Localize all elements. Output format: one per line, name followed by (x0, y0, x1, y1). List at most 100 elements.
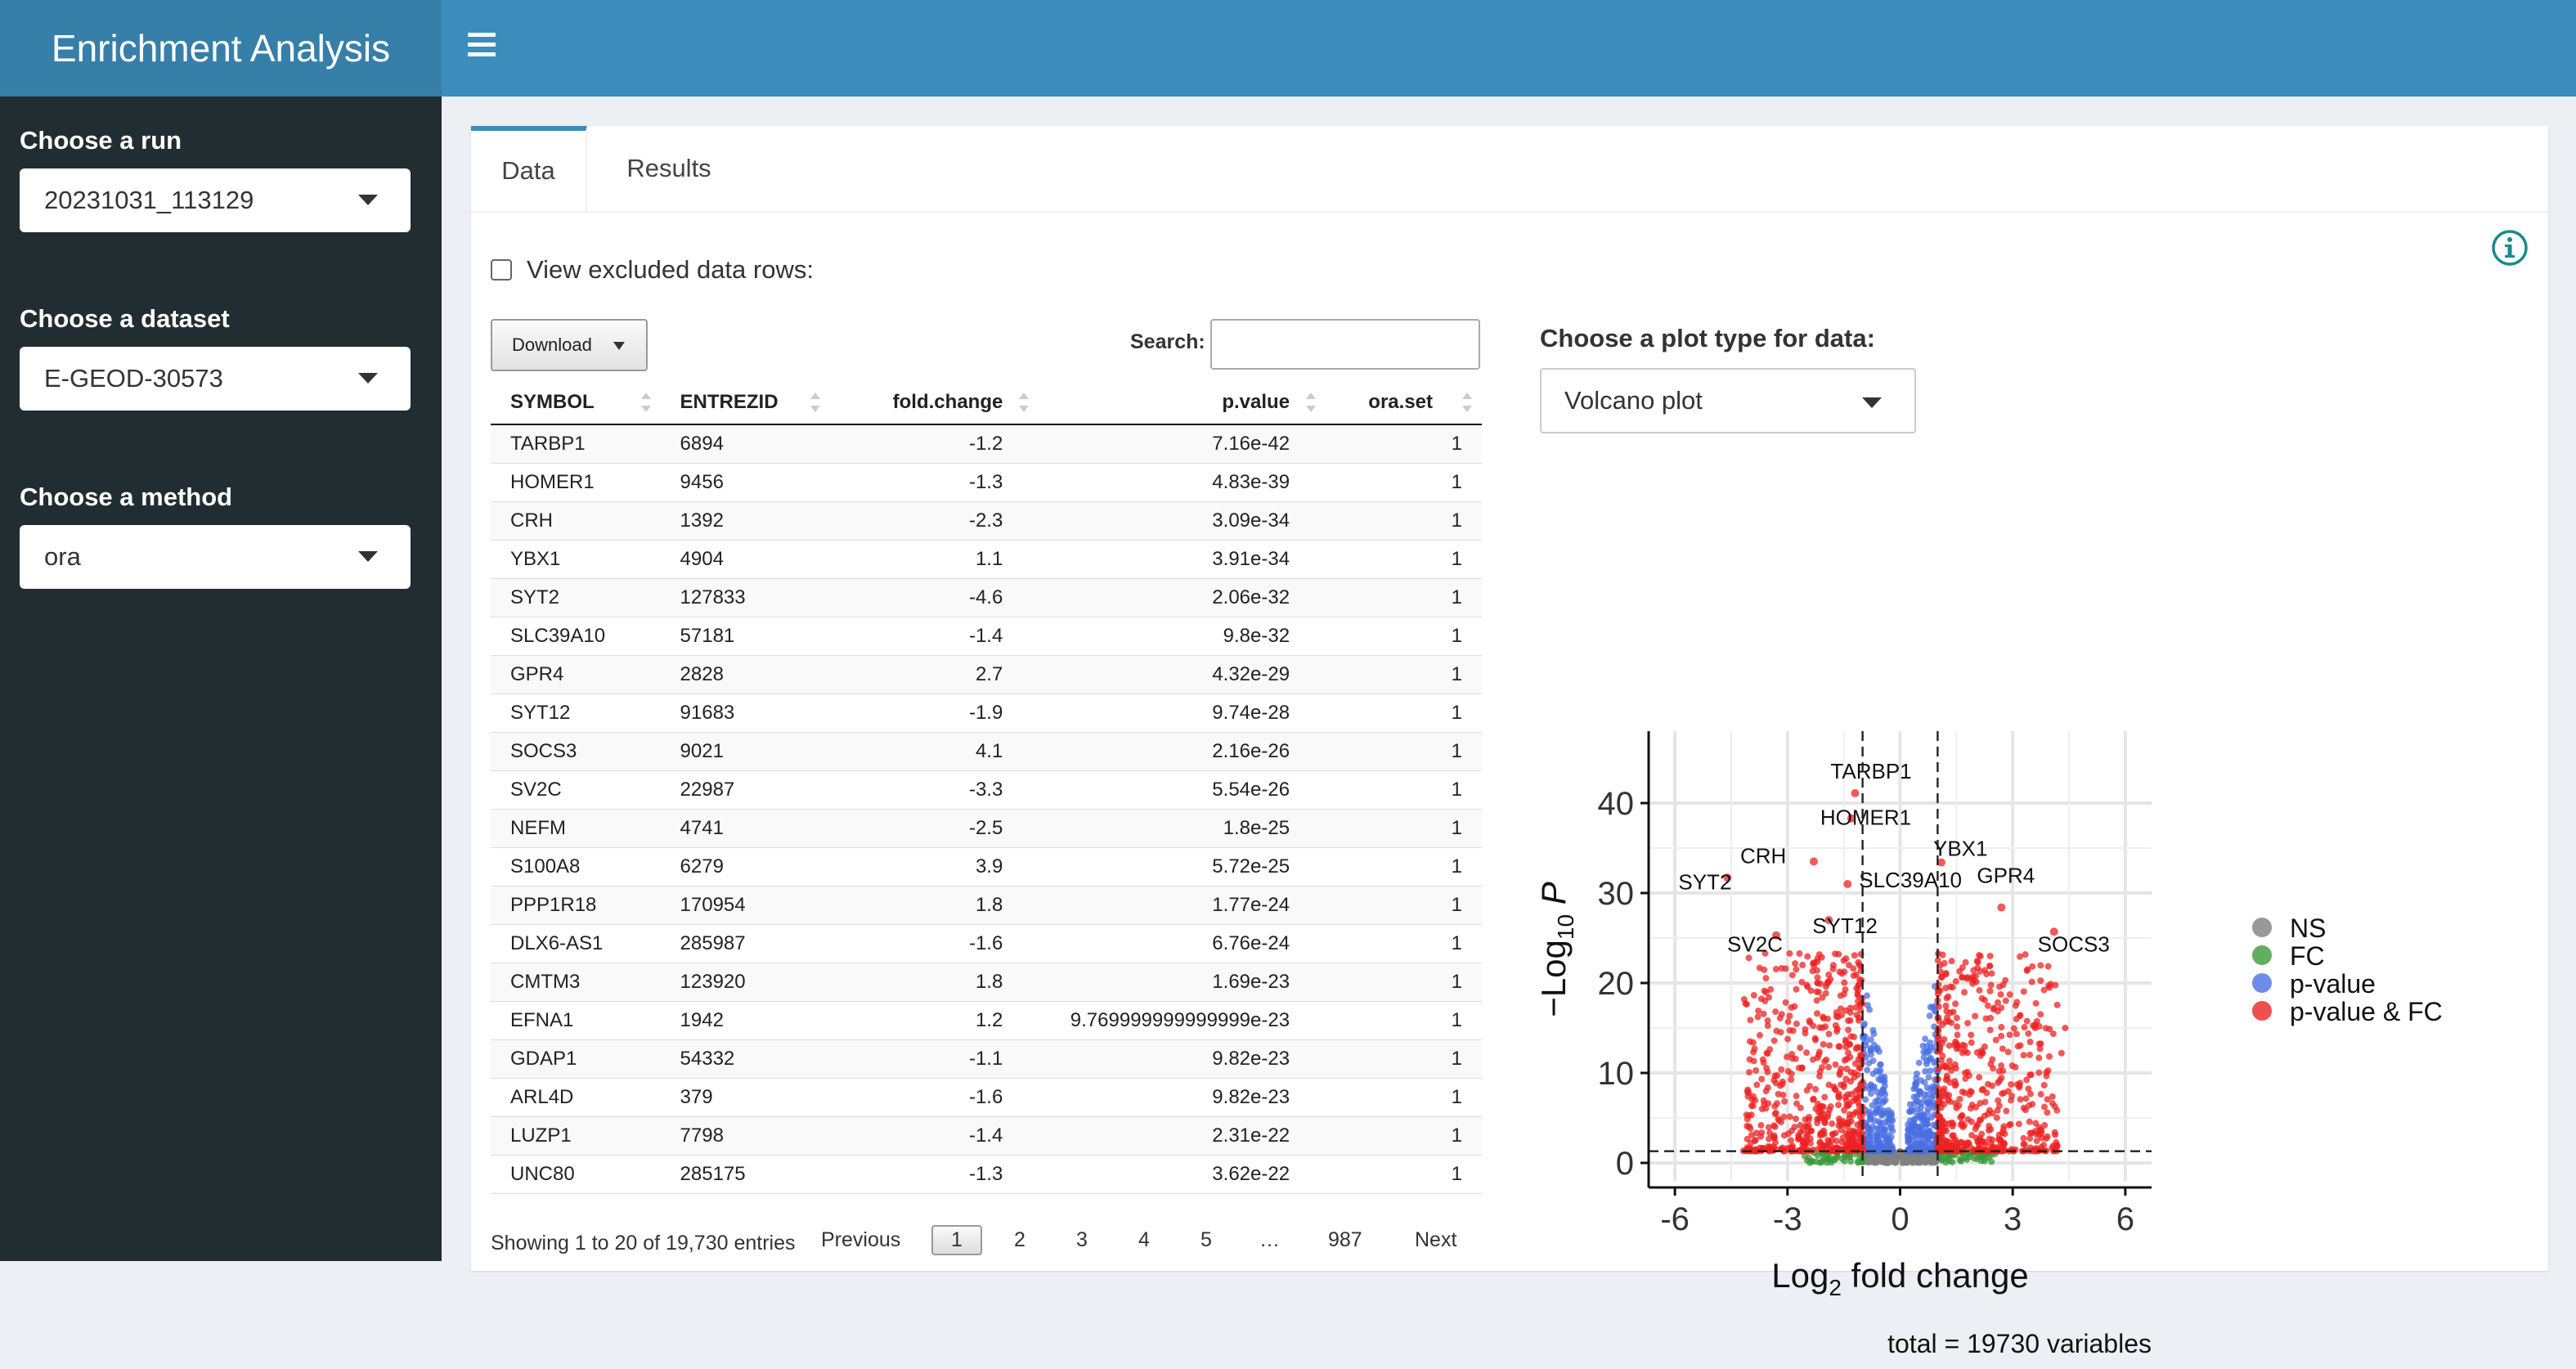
column-header-fold-change[interactable]: fold.change (830, 381, 1039, 425)
table-row[interactable]: SLC39A10 57181 -1.4 9.8e-32 1 (491, 617, 1482, 656)
pagination-page-1[interactable]: 1 (931, 1225, 982, 1255)
legend-label: p-value & FC (2290, 997, 2443, 1026)
table-row[interactable]: UNC80 285175 -1.3 3.62e-22 1 (491, 1155, 1482, 1194)
cell-p-value: 9.74e-28 (1039, 693, 1326, 733)
cell-symbol: GPR4 (491, 655, 661, 694)
data-point (1811, 1035, 1819, 1042)
pagination-page-5[interactable]: 5 (1200, 1228, 1212, 1251)
data-point (1981, 1147, 1989, 1154)
data-point (1833, 1012, 1840, 1020)
table-row[interactable]: GDAP1 54332 -1.1 9.82e-23 1 (491, 1039, 1482, 1079)
data-point (1952, 1080, 1959, 1088)
data-point (1923, 1084, 1931, 1091)
sidebar: Choose a run 20231031_113129 Choose a da… (0, 97, 442, 1261)
data-point (1866, 1006, 1874, 1013)
data-point (2037, 1011, 2044, 1018)
data-point (2049, 1093, 2056, 1100)
data-point (1926, 1127, 1933, 1134)
search-input[interactable] (1210, 319, 1480, 370)
data-point (1814, 1151, 1821, 1159)
data-point (1967, 1088, 1974, 1095)
data-point (1936, 968, 1944, 976)
data-point (2026, 1090, 2034, 1097)
plot-type-select[interactable]: Volcano plot (1540, 368, 1916, 433)
view-excluded-checkbox[interactable] (491, 259, 512, 281)
table-row[interactable]: GPR4 2828 2.7 4.32e-29 1 (491, 655, 1482, 694)
table-row[interactable]: S100A8 6279 3.9 5.72e-25 1 (491, 847, 1482, 886)
data-point (1802, 1115, 1809, 1123)
data-point (1987, 1014, 1995, 1021)
data-point (1847, 814, 1856, 823)
y-tick-label: 40 (1598, 786, 1635, 822)
pagination-page-4[interactable]: 4 (1138, 1228, 1150, 1251)
table-row[interactable]: SOCS3 9021 4.1 2.16e-26 1 (491, 732, 1482, 771)
data-point (1845, 1026, 1852, 1034)
data-point (1824, 1142, 1831, 1149)
cell-fold-change: -1.6 (830, 924, 1039, 963)
sidebar-toggle-icon[interactable] (468, 33, 496, 62)
tab-data[interactable]: Data (471, 126, 587, 211)
table-row[interactable]: ARL4D 379 -1.6 9.82e-23 1 (491, 1078, 1482, 1117)
data-point (2049, 927, 2058, 936)
table-row[interactable]: SV2C 22987 -3.3 5.54e-26 1 (491, 770, 1482, 810)
tab-results[interactable]: Results (626, 154, 711, 182)
legend-swatch (2252, 1001, 2272, 1021)
data-point (2026, 1102, 2033, 1109)
data-point (1945, 1057, 1953, 1065)
data-point (1843, 880, 1852, 888)
data-point (1867, 1090, 1874, 1097)
data-point (1841, 979, 1848, 986)
data-point (2026, 1118, 2033, 1125)
column-header-p-value[interactable]: p.value (1039, 381, 1326, 425)
pagination-page-2[interactable]: 2 (1014, 1228, 1025, 1251)
data-point (2028, 978, 2035, 985)
data-point (2012, 1002, 2019, 1009)
table-row[interactable]: DLX6-AS1 285987 -1.6 6.76e-24 1 (491, 924, 1482, 963)
cell-symbol: HOMER1 (491, 463, 661, 502)
point-label-syt12: SYT12 (1812, 913, 1878, 938)
table-row[interactable]: CRH 1392 -2.3 3.09e-34 1 (491, 501, 1482, 541)
cell-symbol: CRH (491, 501, 661, 541)
table-row[interactable]: CMTM3 123920 1.8 1.69e-23 1 (491, 963, 1482, 1002)
data-point (2051, 1129, 2058, 1136)
data-point (2026, 1135, 2034, 1142)
info-icon[interactable] (2491, 229, 2529, 267)
pagination-previous[interactable]: Previous (821, 1228, 901, 1251)
table-row[interactable]: NEFM 4741 -2.5 1.8e-25 1 (491, 809, 1482, 848)
dataset-select[interactable]: E-GEOD-30573 (20, 347, 411, 411)
table-row[interactable]: YBX1 4904 1.1 3.91e-34 1 (491, 540, 1482, 579)
data-point (1840, 957, 1847, 964)
column-header-entrezid[interactable]: ENTREZID (660, 381, 831, 425)
table-row[interactable]: HOMER1 9456 -1.3 4.83e-39 1 (491, 463, 1482, 502)
pagination-page-last[interactable]: 987 (1328, 1228, 1362, 1251)
data-point (2026, 1039, 2034, 1046)
data-point (1786, 1113, 1793, 1120)
table-row[interactable]: TARBP1 6894 -1.2 7.16e-42 1 (491, 424, 1482, 464)
data-point (1764, 1084, 1771, 1091)
pagination-page-3[interactable]: 3 (1076, 1228, 1088, 1251)
column-header-ora-set[interactable]: ora.set (1326, 381, 1482, 425)
method-select[interactable]: ora (20, 525, 411, 589)
data-point (1870, 1030, 1878, 1038)
data-point (2025, 1085, 2032, 1093)
data-point (1778, 965, 1785, 972)
pagination-next[interactable]: Next (1415, 1228, 1457, 1251)
data-point (1979, 1049, 1986, 1057)
download-button[interactable]: Download (491, 319, 648, 371)
data-point (1835, 1094, 1842, 1102)
cell-entrezid: 7798 (660, 1116, 831, 1156)
data-point (1928, 1044, 1935, 1052)
table-row[interactable]: EFNA1 1942 1.2 9.769999999999999e-23 1 (491, 1001, 1482, 1040)
table-row[interactable]: SYT12 91683 -1.9 9.74e-28 1 (491, 693, 1482, 733)
run-select[interactable]: 20231031_113129 (20, 168, 411, 232)
table-row[interactable]: SYT2 127833 -4.6 2.06e-32 1 (491, 578, 1482, 617)
table-row[interactable]: LUZP1 7798 -1.4 2.31e-22 1 (491, 1116, 1482, 1156)
legend-label: NS (2290, 913, 2326, 943)
data-point (1818, 1064, 1825, 1071)
data-point (1870, 1083, 1878, 1090)
column-header-symbol[interactable]: SYMBOL (491, 381, 661, 425)
chevron-down-icon (358, 373, 378, 384)
table-row[interactable]: PPP1R18 170954 1.8 1.77e-24 1 (491, 886, 1482, 925)
data-point (2037, 1091, 2044, 1098)
